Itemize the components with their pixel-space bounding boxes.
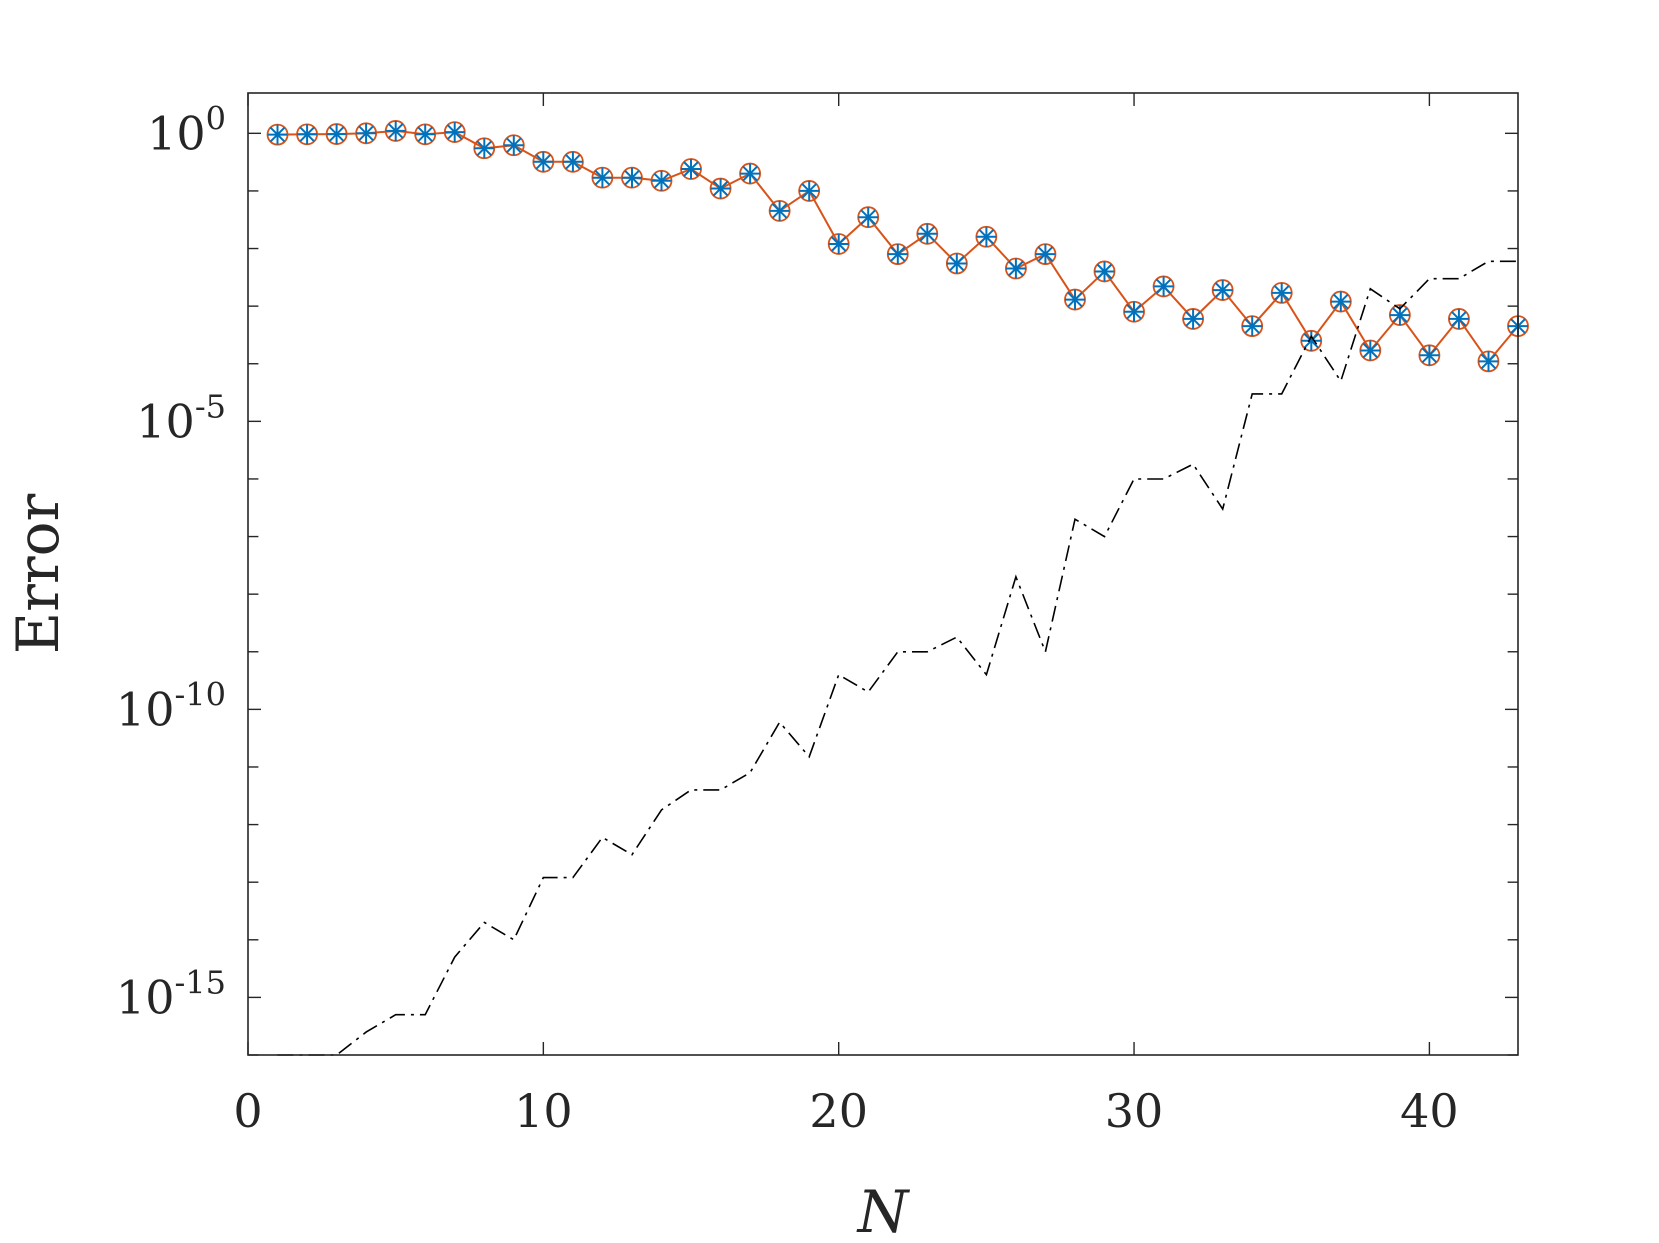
data-point-asterisk — [1094, 261, 1115, 282]
data-point-asterisk — [1153, 276, 1174, 297]
x-tick-label: 10 — [514, 1084, 573, 1138]
data-point-asterisk — [1212, 280, 1233, 301]
x-tick-label: 0 — [233, 1084, 262, 1138]
ticks-layer: 0 10 20 30 40 100 10-5 10-10 10-15 — [116, 93, 1518, 1138]
data-point-asterisk — [297, 124, 318, 145]
data-point-asterisk — [415, 124, 436, 145]
data-point-asterisk — [651, 170, 672, 191]
series-layer — [266, 120, 1529, 1056]
data-point-asterisk — [887, 244, 908, 265]
data-point-asterisk — [710, 178, 731, 199]
data-point-asterisk — [917, 223, 938, 244]
y-axis-title: Error — [4, 494, 72, 655]
plot-background — [248, 93, 1518, 1055]
data-point-asterisk — [1330, 291, 1351, 312]
data-point-asterisk — [1419, 345, 1440, 366]
data-point-asterisk — [503, 135, 524, 156]
data-point-asterisk — [622, 167, 642, 188]
plot-area-frame — [247, 92, 1519, 1056]
x-tick-label: 40 — [1400, 1084, 1459, 1138]
data-point-asterisk — [1065, 289, 1085, 310]
data-point-asterisk — [385, 120, 406, 141]
series-line-dashdot — [277, 260, 1518, 1056]
data-point-asterisk — [769, 200, 790, 221]
data-point-asterisk — [444, 122, 465, 143]
y-tick-label: 10-15 — [116, 963, 226, 1024]
data-point-asterisk — [1360, 340, 1381, 361]
data-point-asterisk — [828, 234, 849, 254]
data-point-asterisk — [1124, 301, 1144, 322]
data-point-asterisk — [858, 207, 879, 228]
data-point-asterisk — [976, 226, 997, 247]
data-point-asterisk — [1301, 330, 1322, 351]
x-tick-label: 20 — [809, 1084, 868, 1138]
data-point-asterisk — [533, 151, 554, 172]
x-axis-title: N — [856, 1178, 911, 1243]
data-point-asterisk — [799, 180, 820, 201]
y-tick-label: 10-5 — [136, 387, 226, 448]
data-point-asterisk — [1389, 305, 1410, 326]
y-tick-label: 100 — [147, 99, 226, 160]
data-point-asterisk — [1005, 258, 1026, 279]
data-point-asterisk — [592, 167, 613, 188]
data-point-asterisk — [681, 159, 701, 179]
data-point-asterisk — [1271, 282, 1292, 303]
data-point-asterisk — [326, 124, 347, 145]
data-point-asterisk — [356, 123, 377, 144]
data-point-asterisk — [1035, 244, 1056, 265]
data-point-asterisk — [267, 124, 288, 145]
x-tick-label: 30 — [1105, 1084, 1164, 1138]
data-point-asterisk — [946, 253, 967, 274]
data-point-asterisk — [1242, 316, 1263, 337]
data-point-asterisk — [474, 138, 495, 159]
data-point-asterisk — [1478, 351, 1499, 372]
y-tick-label: 10-10 — [116, 675, 226, 736]
data-point-asterisk — [562, 151, 583, 172]
data-point-asterisk — [1448, 308, 1469, 329]
data-point-asterisk — [1183, 308, 1204, 329]
data-point-asterisk — [740, 163, 761, 184]
